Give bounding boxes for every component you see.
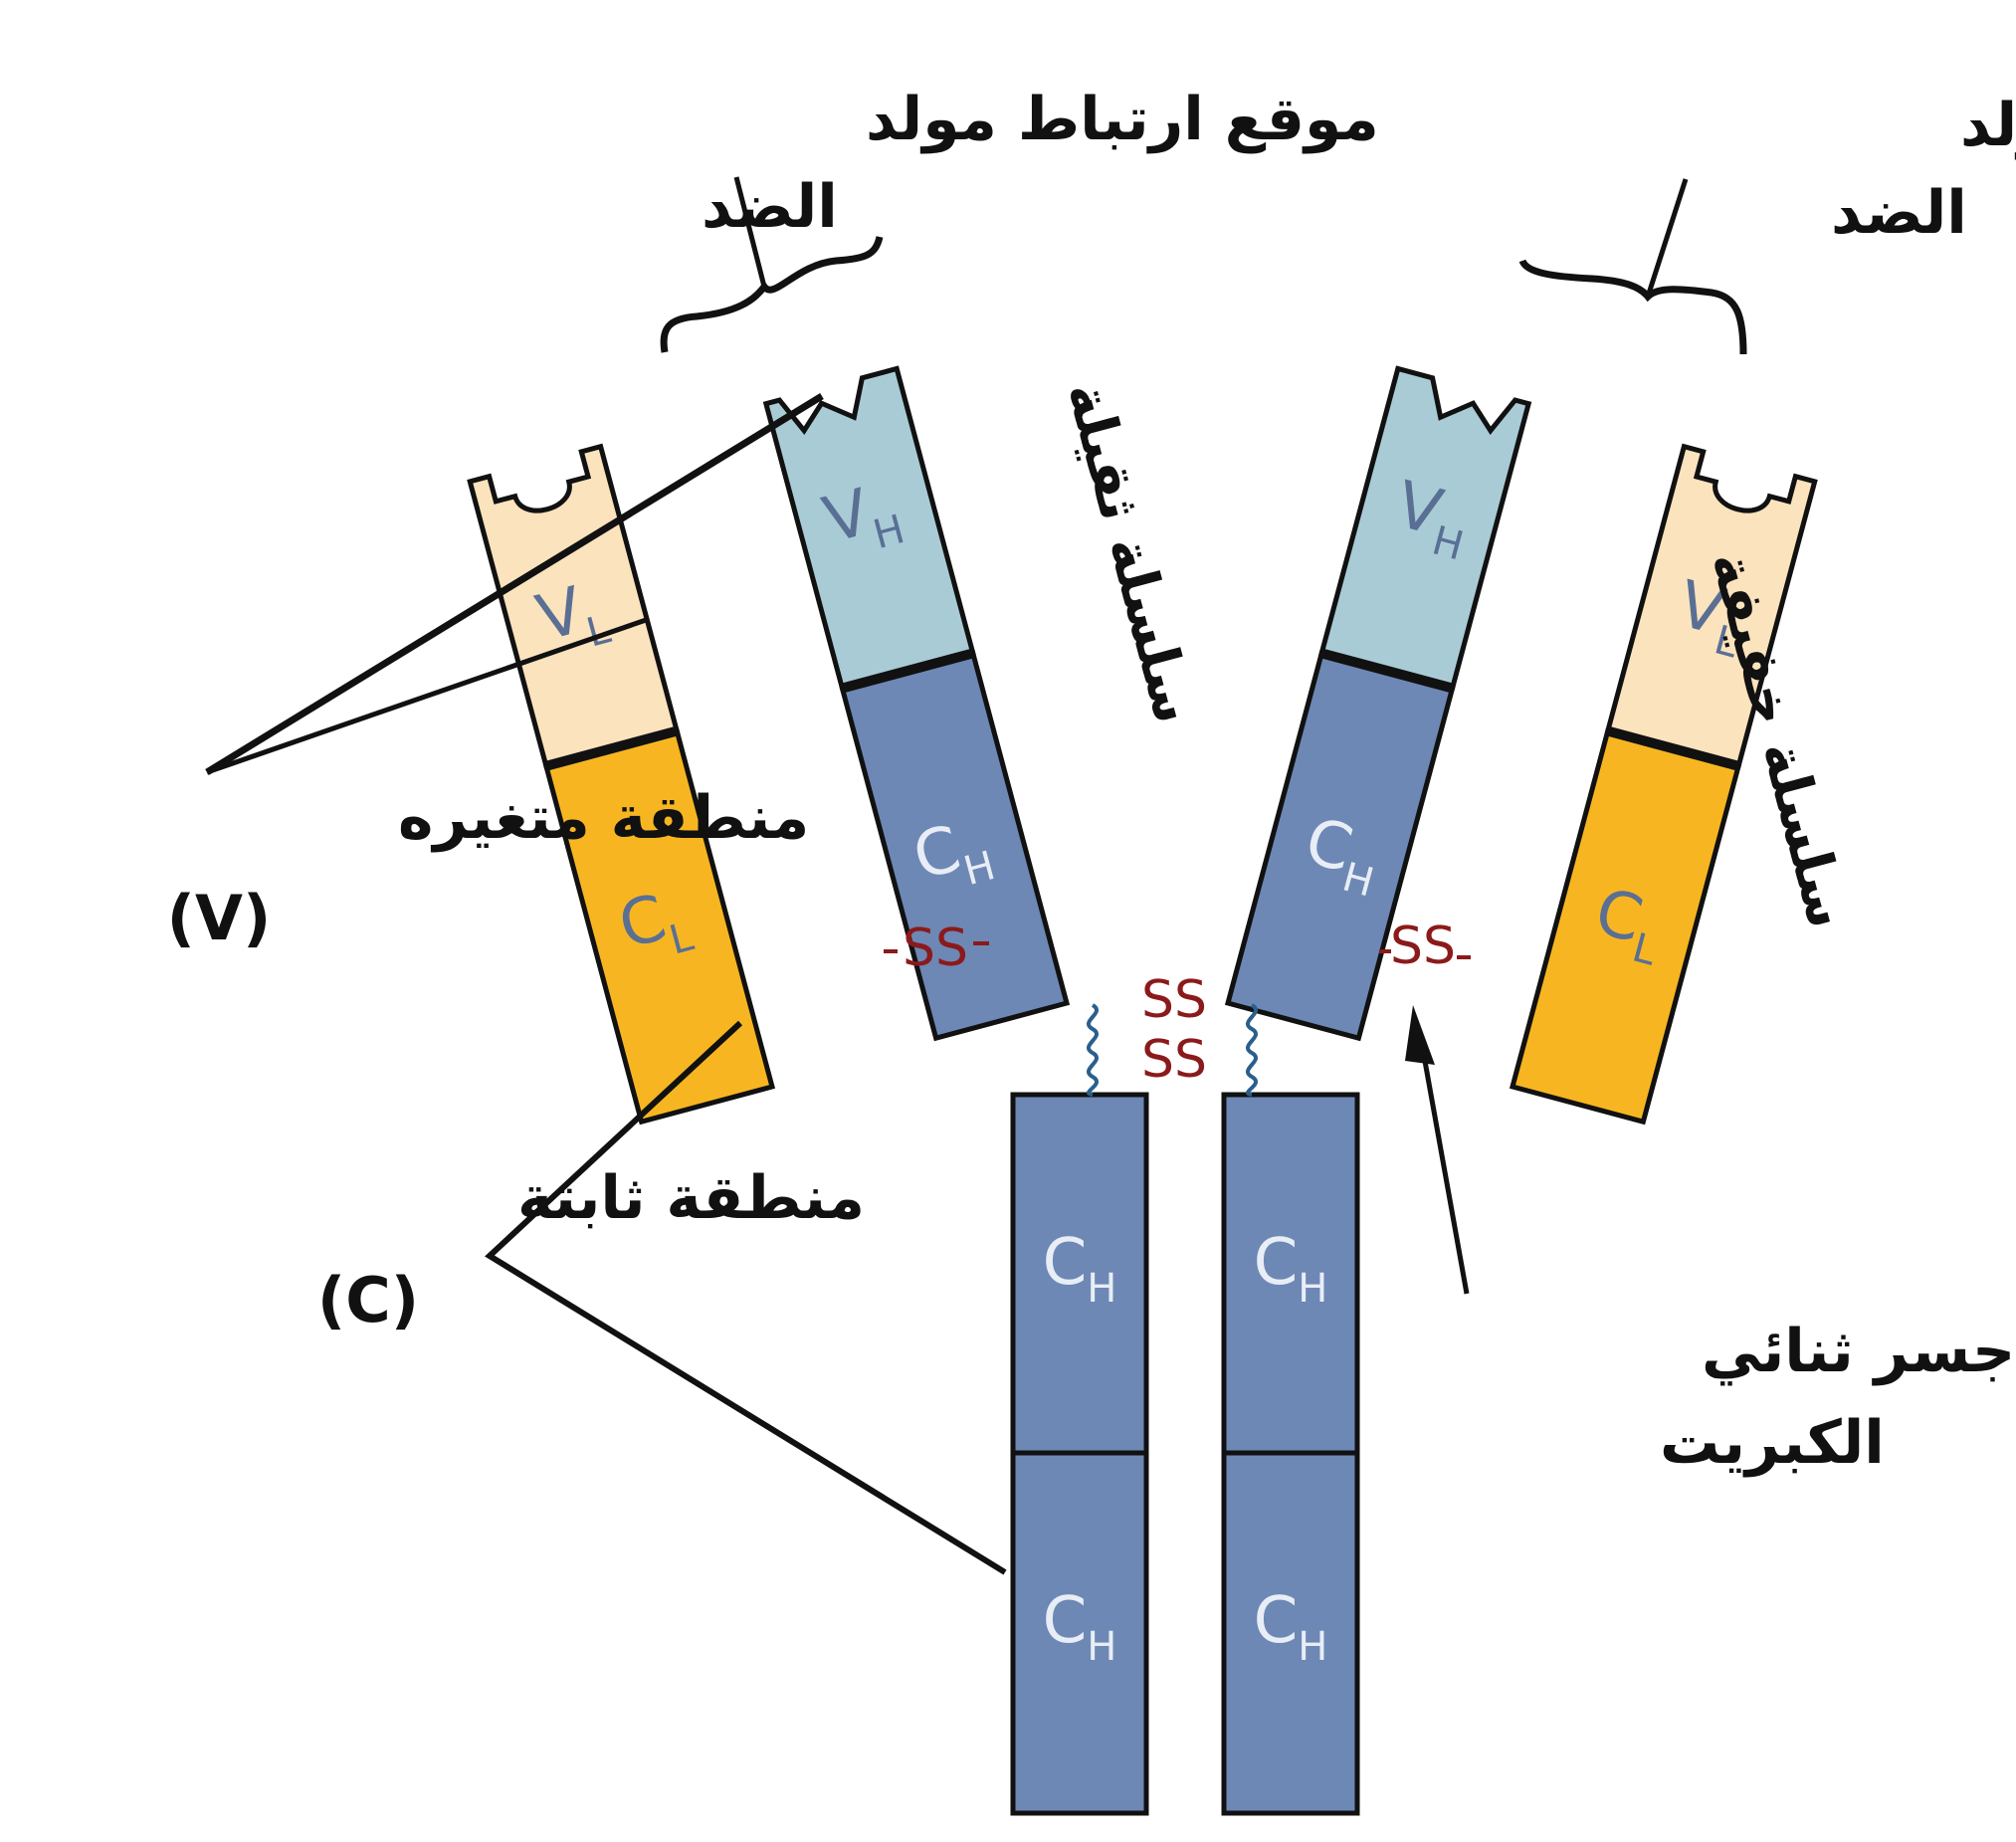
stem-right-ch-lower-label: CH (1254, 1584, 1328, 1670)
left-arm-light-chain: VL CL (467, 443, 776, 1126)
stem-left-ch-lower (1010, 1450, 1149, 1816)
right-antigen-site-bracket (1518, 259, 1747, 355)
variable-region-label: منطقة متغيره (398, 783, 809, 853)
stem-right-ch-lower (1221, 1450, 1360, 1816)
ss-bond-hinge-upper: SS (1141, 970, 1207, 1030)
constant-region-symbol: (C) (317, 1264, 419, 1336)
stem-left-heavy-chain: CH CH (1010, 1092, 1149, 1816)
ss-bond-right-arm: SS (1390, 917, 1456, 976)
heavy-chain-label: سلسلة ثقيلة (1054, 375, 1207, 730)
left-vl-domain (467, 443, 681, 769)
right-vl-domain (1604, 443, 1818, 769)
constant-region-label: منطقة ثابتة (517, 1163, 865, 1233)
antigen-site-left-line1: موقع ارتباط مولد (866, 85, 1379, 154)
stem-left-ch-lower-label: CH (1043, 1584, 1117, 1670)
hinge-links (1087, 1003, 1258, 1097)
disulfide-bridge-line1: جسر ثنائي (1702, 1317, 2015, 1386)
right-vh-domain (1318, 365, 1532, 692)
disulfide-bridge-line2: الكبريت (1660, 1408, 1885, 1478)
ss-bond-left-arm: SS (903, 919, 968, 978)
right-arm-heavy-chain: VH CH (1224, 365, 1532, 1042)
right-arm-light-chain: VL CL (1509, 443, 1818, 1126)
left-vh-domain (762, 365, 976, 692)
disulfide-bonds: SS SS SS SS (884, 917, 1471, 1090)
left-antigen-site-bracket (660, 236, 884, 353)
stem-left-ch-upper-label: CH (1043, 1226, 1117, 1312)
stem-right-ch-upper-label: CH (1254, 1226, 1328, 1312)
antigen-site-right-line2: الضد (1831, 178, 1967, 248)
stem-left-ch-upper (1010, 1092, 1149, 1456)
antigen-site-left-line2: الضد (702, 172, 838, 242)
variable-region-symbol: (V) (167, 882, 272, 954)
disulfide-arrowhead (1405, 1005, 1435, 1065)
left-arm-heavy-chain: VH CH (762, 365, 1071, 1042)
stem-right-heavy-chain: CH CH (1221, 1092, 1360, 1816)
right-cl-label: CL (1585, 875, 1673, 975)
leader-lines (205, 393, 1470, 1575)
ss-bond-hinge-lower: SS (1141, 1030, 1207, 1090)
antigen-site-right-line1: موقع ارتباط مولد (1960, 91, 2016, 160)
